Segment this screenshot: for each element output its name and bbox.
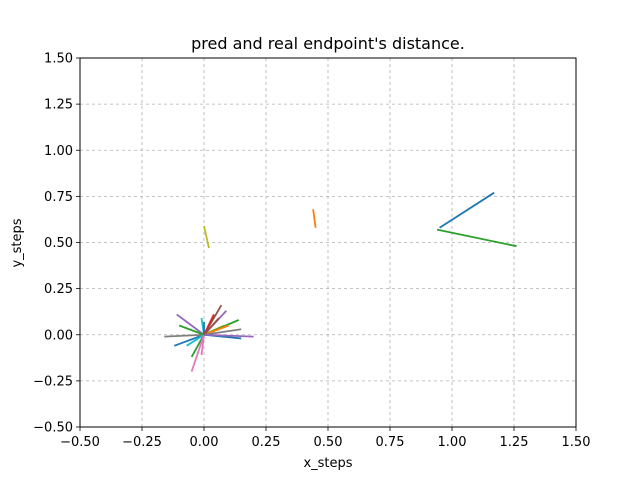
distance-segment — [178, 324, 205, 336]
distance-segment — [203, 328, 242, 336]
distance-segment — [203, 324, 230, 336]
distance-segment — [203, 314, 215, 336]
y-tick-label: 0.50 — [44, 236, 73, 251]
x-tick-label: 1.50 — [562, 435, 591, 450]
distance-segment — [186, 333, 205, 347]
x-tick-label: 0.25 — [252, 435, 281, 450]
y-tick-label: −0.50 — [33, 421, 73, 436]
chart-title: pred and real endpoint's distance. — [191, 34, 465, 53]
distance-segment — [203, 225, 210, 249]
x-tick-label: 1.25 — [500, 435, 529, 450]
distance-segment — [203, 317, 220, 336]
x-tick-label: −0.25 — [122, 435, 162, 450]
x-tick-label: 0.75 — [376, 435, 405, 450]
x-tick-label: 1.00 — [438, 435, 467, 450]
distance-segment — [436, 228, 517, 248]
x-axis-label: x_steps — [303, 456, 352, 471]
data-segments — [164, 191, 517, 372]
x-tick-label: 0.50 — [314, 435, 343, 450]
y-tick-label: 1.50 — [44, 52, 73, 67]
y-axis-ticks: −0.50 −0.25 0.00 0.25 0.50 0.75 1.00 1.25 1.50 — [33, 52, 80, 436]
y-tick-label: 0.75 — [44, 190, 73, 205]
distance-segment — [203, 333, 254, 338]
y-tick-label: 1.00 — [44, 144, 73, 159]
distance-segment — [200, 334, 205, 356]
x-tick-label: 0.00 — [190, 435, 219, 450]
distance-segment — [164, 333, 205, 338]
y-tick-label: 1.25 — [44, 98, 73, 113]
distance-segment — [173, 333, 205, 347]
distance-segment — [176, 313, 205, 336]
x-tick-label: −0.50 — [60, 435, 100, 450]
distance-segment — [312, 209, 317, 228]
distance-segment — [190, 334, 205, 372]
x-axis-ticks: −0.50 −0.25 0.00 0.25 0.50 0.75 1.00 1.25 1.50 — [60, 427, 590, 450]
y-tick-label: 0.00 — [44, 328, 73, 343]
y-tick-label: −0.25 — [33, 374, 73, 389]
distance-segment — [439, 191, 495, 229]
y-axis-label: y_steps — [10, 218, 25, 267]
y-tick-label: 0.25 — [44, 282, 73, 297]
